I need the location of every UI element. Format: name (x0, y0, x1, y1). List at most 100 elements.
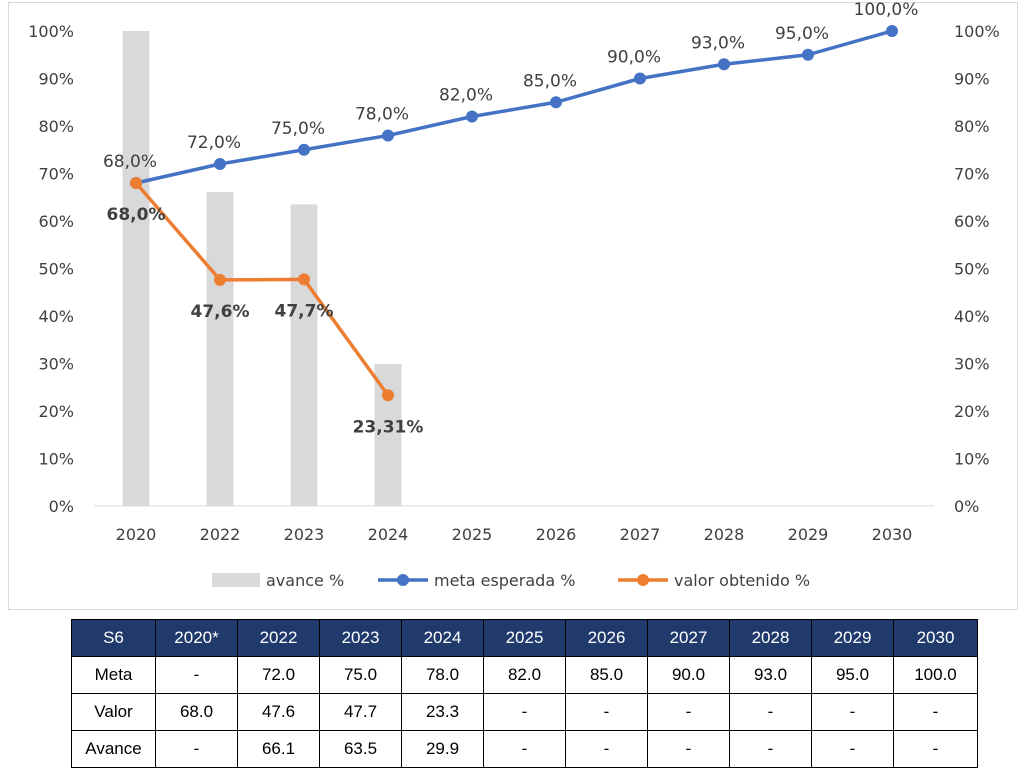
y-tick-label-left: 0% (49, 497, 74, 516)
meta-esperada-line (135, 29, 893, 185)
table-header-row: S6 2020* 2022 2023 2024 2025 2026 2027 2028 2029 2… (71, 619, 978, 657)
meta-esperada-point (550, 96, 562, 109)
table-cell: - (811, 693, 894, 731)
table-cell: 75.0 (319, 656, 402, 694)
y-tick-label-left: 100% (28, 22, 74, 41)
meta-data-label: 90,0% (607, 48, 661, 68)
table-header-cell: 2020* (155, 619, 238, 657)
table-header-cell: 2029 (811, 619, 894, 657)
x-tick-label: 2027 (620, 525, 661, 544)
x-tick-label: 2028 (704, 525, 745, 544)
valor-obtenido-line (134, 181, 390, 397)
legend-swatch-avance (212, 573, 260, 587)
legend-swatch-valor-point (637, 574, 649, 586)
table-cell: 63.5 (319, 730, 402, 768)
meta-esperada-point (634, 72, 646, 85)
x-tick-label: 2022 (200, 525, 241, 544)
meta-esperada-point (718, 58, 730, 71)
y-tick-label-left: 50% (38, 260, 74, 279)
x-tick-label: 2023 (284, 525, 325, 544)
x-tick-label: 2026 (536, 525, 577, 544)
y-tick-label-left: 30% (38, 355, 74, 374)
valor-obtenido-point (298, 273, 310, 286)
meta-data-label: 85,0% (523, 71, 577, 91)
x-tick-label: 2024 (368, 525, 409, 544)
table-cell: - (729, 730, 812, 768)
table-cell: 47.6 (237, 693, 320, 731)
table-cell: - (729, 693, 812, 731)
y-tick-label-right: 10% (954, 450, 990, 469)
table-header-cell: 2028 (729, 619, 812, 657)
table-cell: - (483, 693, 566, 731)
meta-esperada-point (466, 110, 478, 123)
y-tick-label-right: 80% (954, 117, 990, 136)
table-cell: 100.0 (893, 656, 978, 694)
y-tick-label-right: 70% (954, 165, 990, 184)
y-tick-label-left: 90% (38, 70, 74, 89)
meta-data-label: 100,0% (854, 0, 919, 20)
y-tick-label-right: 0% (954, 497, 979, 516)
table-cell: 82.0 (483, 656, 566, 694)
table-cell: 68.0 (155, 693, 238, 731)
valor-data-label: 23,31% (353, 417, 424, 437)
table-cell: - (811, 730, 894, 768)
y-tick-label-right: 50% (954, 260, 990, 279)
x-tick-label: 2029 (788, 525, 829, 544)
table-cell: - (647, 730, 730, 768)
meta-data-label: 75,0% (271, 119, 325, 139)
combo-chart: 0% 10% 20% 30% 40% 50% 60% 70% 80% 90% 100% 0% 10% 20… (28, 0, 1000, 590)
table-cell: - (893, 693, 978, 731)
valor-data-label: 68,0% (107, 205, 166, 225)
x-tick-label: 2030 (872, 525, 913, 544)
table-cell: - (565, 730, 648, 768)
x-tick-label: 2025 (452, 525, 493, 544)
table-cell: 93.0 (729, 656, 812, 694)
y-tick-label-right: 100% (954, 22, 1000, 41)
y-tick-label-right: 60% (954, 212, 990, 231)
bar-avance (122, 31, 150, 506)
meta-data-label: 95,0% (775, 24, 829, 44)
table-cell: 78.0 (401, 656, 484, 694)
meta-esperada-point (298, 143, 310, 156)
table-header-cell: S6 (71, 619, 156, 657)
y-tick-label-left: 20% (38, 402, 74, 421)
meta-data-label: 78,0% (355, 105, 409, 125)
y-tick-label-left: 40% (38, 307, 74, 326)
table-row-label: Meta (71, 656, 156, 694)
valor-data-label: 47,7% (275, 301, 334, 321)
legend-label-meta: meta esperada % (434, 571, 575, 590)
data-table: S6 2020* 2022 2023 2024 2025 2026 2027 2028 2029 2… (71, 619, 978, 768)
table-row-label: Valor (71, 693, 156, 731)
y-tick-label-left: 10% (38, 450, 74, 469)
table-cell: 90.0 (647, 656, 730, 694)
table-header-cell: 2022 (237, 619, 320, 657)
table-cell: 23.3 (401, 693, 484, 731)
y-tick-label-right: 40% (954, 307, 990, 326)
table-cell: - (893, 730, 978, 768)
valor-data-label: 47,6% (191, 302, 250, 322)
y-tick-label-right: 20% (954, 402, 990, 421)
bar-avance (290, 204, 318, 506)
table-cell: - (565, 693, 648, 731)
table-cell: - (647, 693, 730, 731)
table-row: Avance -66.1 63.5 29.9- - - - - - (71, 730, 978, 768)
table-header-cell: 2026 (565, 619, 648, 657)
table-row-label: Avance (71, 730, 156, 768)
table-cell: 95.0 (811, 656, 894, 694)
legend-swatch-meta-point (397, 574, 409, 586)
table-header-cell: 2023 (319, 619, 402, 657)
table-cell: 72.0 (237, 656, 320, 694)
table-row: Valor 68.0 47.6 47.7 23.3- - - - - - (71, 693, 978, 731)
bar-avance (374, 363, 402, 506)
x-tick-label: 2020 (116, 525, 157, 544)
meta-data-label: 72,0% (187, 133, 241, 153)
y-tick-label-left: 80% (38, 117, 74, 136)
meta-esperada-point (802, 48, 814, 61)
table-cell: - (155, 730, 238, 768)
table-row: Meta -72.0 75.0 78.0 82.0 85.0 90.0 93.0 95.0 100… (71, 656, 978, 694)
valor-obtenido-point (130, 177, 142, 189)
meta-data-label: 93,0% (691, 33, 745, 53)
table-cell: 29.9 (401, 730, 484, 768)
y-tick-label-right: 90% (954, 70, 990, 89)
table-header-cell: 2024 (401, 619, 484, 657)
